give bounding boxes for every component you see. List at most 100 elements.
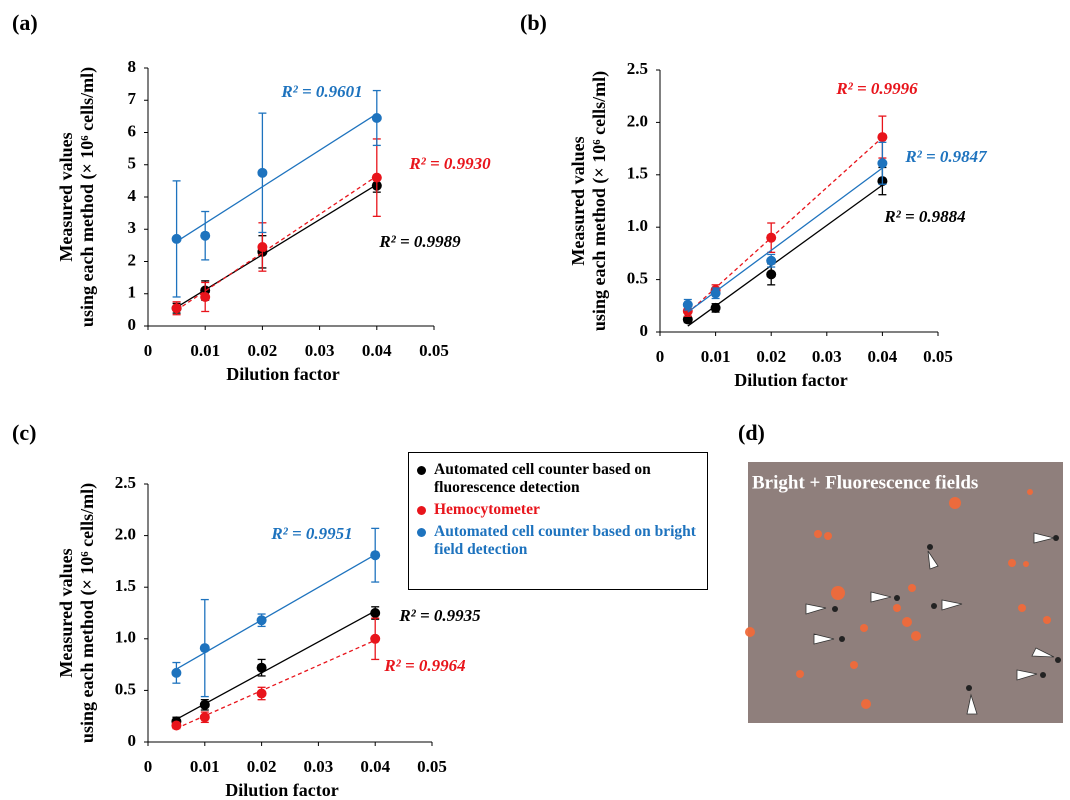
point [877, 158, 888, 169]
y-tick-label: 0.5 [115, 679, 136, 698]
point [682, 299, 693, 310]
legend-label: Hemocytometer [434, 501, 540, 518]
point [371, 112, 382, 123]
point [877, 132, 888, 143]
legend-label: Automated cell counter based on fluoresc… [434, 461, 651, 496]
y-tick-label: 8 [128, 57, 137, 76]
y-axis-title: using each method (× 10⁶ cells/ml) [77, 483, 98, 743]
legend: Automated cell counter based on fluoresc… [408, 452, 708, 590]
x-tick-label: 0.03 [305, 341, 335, 360]
y-tick-label: 2.0 [115, 525, 136, 544]
point [370, 550, 381, 561]
y-axis-title: Measured values [56, 132, 76, 261]
legend-label: Automated cell counter based on bright f… [434, 523, 696, 558]
point [257, 167, 268, 178]
point [766, 255, 777, 266]
legend-entry: Hemocytometer [417, 501, 701, 519]
point [200, 291, 211, 302]
y-tick-label: 3 [128, 218, 137, 237]
point [171, 667, 182, 678]
r2-label: R² = 0.9884 [883, 207, 965, 226]
y-tick-label: 0 [128, 731, 137, 750]
point [257, 241, 268, 252]
r2-label: R² = 0.9989 [378, 232, 461, 251]
y-tick-label: 5 [128, 154, 137, 173]
fit-line [176, 610, 376, 720]
fit-line [176, 175, 378, 311]
y-tick-label: 2.0 [627, 111, 648, 130]
point [199, 699, 210, 710]
point [256, 615, 267, 626]
y-tick-label: 1.5 [627, 164, 648, 183]
r2-label: R² = 0.9601 [280, 82, 362, 101]
x-tick-label: 0.05 [419, 341, 449, 360]
r2-label: R² = 0.9996 [835, 79, 918, 98]
x-axis-title: Dilution factor [734, 370, 847, 390]
point [256, 662, 267, 673]
fit-line [176, 184, 378, 308]
r2-label: R² = 0.9951 [270, 524, 352, 543]
legend-marker [417, 466, 426, 475]
legend-marker [417, 528, 426, 537]
y-axis-title: using each method (× 10⁶ cells/ml) [77, 67, 98, 327]
y-tick-label: 0 [128, 315, 137, 334]
y-tick-label: 2.5 [627, 59, 648, 78]
fit-line [687, 136, 883, 314]
x-tick-label: 0.03 [812, 347, 842, 366]
r2-label: R² = 0.9935 [398, 606, 481, 625]
panel-label: (d) [738, 420, 765, 445]
y-tick-label: 0 [640, 321, 649, 340]
x-tick-label: 0 [144, 757, 153, 776]
point [256, 688, 267, 699]
x-tick-label: 0.03 [304, 757, 334, 776]
point [710, 288, 721, 299]
point [370, 633, 381, 644]
x-tick-label: 0.01 [190, 757, 220, 776]
y-axis-title: using each method (× 10⁶ cells/ml) [589, 71, 610, 331]
y-tick-label: 2 [128, 250, 137, 269]
y-tick-label: 7 [128, 89, 137, 108]
x-tick-label: 0 [144, 341, 153, 360]
x-tick-label: 0.04 [868, 347, 898, 366]
y-tick-label: 1 [128, 283, 137, 302]
y-tick-label: 2.5 [115, 473, 136, 492]
x-axis-title: Dilution factor [225, 780, 338, 800]
r2-label: R² = 0.9964 [383, 656, 465, 675]
image-caption: Bright + Fluorescence fields [752, 472, 978, 493]
y-tick-label: 1.0 [627, 216, 648, 235]
point [171, 720, 182, 731]
y-axis-title: Measured values [56, 548, 76, 677]
legend-marker [417, 506, 426, 515]
panel-label: (c) [12, 420, 36, 445]
x-tick-label: 0.01 [701, 347, 731, 366]
y-tick-label: 0.5 [627, 269, 648, 288]
fit-line [176, 639, 376, 729]
point [766, 232, 777, 243]
y-axis-title: Measured values [568, 136, 588, 265]
x-tick-label: 0.01 [190, 341, 220, 360]
x-tick-label: 0 [656, 347, 665, 366]
x-tick-label: 0.02 [248, 341, 278, 360]
point [199, 712, 210, 723]
x-tick-label: 0.02 [756, 347, 786, 366]
panel-label: (a) [12, 10, 38, 35]
y-tick-label: 4 [128, 186, 137, 205]
y-tick-label: 1.0 [115, 628, 136, 647]
point [710, 302, 721, 313]
legend-entry: Automated cell counter based on fluoresc… [417, 461, 701, 497]
r2-label: R² = 0.9930 [408, 154, 491, 173]
fit-line [687, 184, 883, 327]
x-tick-label: 0.04 [360, 757, 390, 776]
x-tick-label: 0.05 [923, 347, 953, 366]
x-tick-label: 0.02 [247, 757, 277, 776]
fit-line [687, 167, 883, 313]
point [766, 269, 777, 280]
point [200, 230, 211, 241]
panel-label: (b) [520, 10, 547, 35]
r2-label: R² = 0.9847 [904, 147, 988, 166]
point [171, 233, 182, 244]
point [199, 643, 210, 654]
x-tick-label: 0.05 [417, 757, 447, 776]
